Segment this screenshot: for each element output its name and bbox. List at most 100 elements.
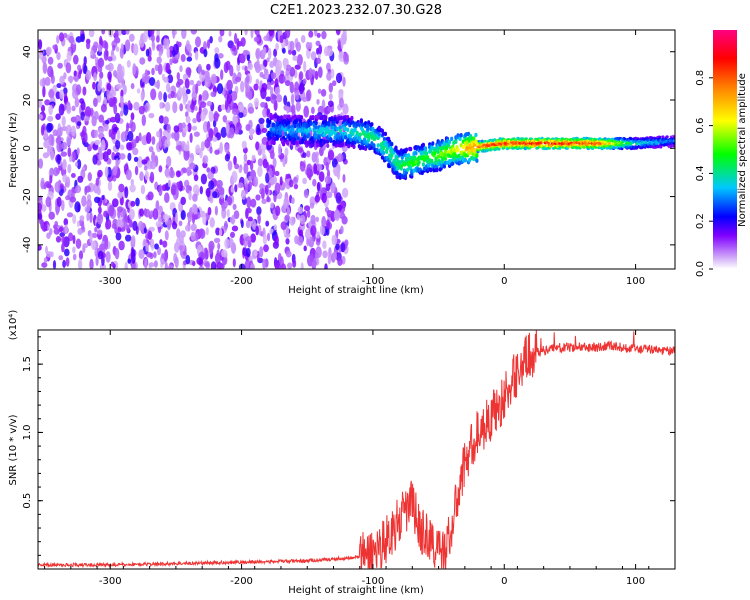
heatmap-cell (248, 181, 253, 191)
heatmap-cell (458, 136, 462, 141)
heatmap-cell (139, 57, 146, 65)
heatmap-cell (103, 123, 109, 132)
heatmap-cell (284, 214, 290, 222)
heatmap-cell (217, 242, 221, 250)
heatmap-cell (73, 54, 79, 65)
heatmap-cell (58, 103, 65, 116)
heatmap-cell (166, 130, 171, 141)
heatmap-cell (52, 84, 57, 93)
heatmap-cell (381, 150, 385, 156)
y-tick-label: 0.5 (22, 493, 33, 509)
heatmap-cell (113, 103, 118, 115)
heatmap-cell (268, 47, 272, 60)
heatmap-cell (332, 121, 336, 127)
heatmap-cell (64, 248, 70, 257)
snr-x-axis: -300 -200 -100 0 100 (44, 330, 676, 587)
heatmap-cell (120, 43, 124, 50)
heatmap-cell (81, 222, 85, 231)
heatmap-cell (138, 249, 145, 259)
heatmap-cell (362, 138, 367, 143)
heatmap-cell (77, 64, 82, 72)
heatmap-cell (156, 35, 160, 43)
heatmap-cell (366, 126, 370, 131)
heatmap-cell (222, 115, 227, 123)
heatmap-cell (38, 244, 42, 251)
heatmap-cell (140, 184, 146, 195)
heatmap-cell (306, 238, 310, 247)
heatmap-cell (187, 122, 192, 133)
heatmap-cell (206, 39, 211, 49)
heatmap-cell (52, 129, 58, 137)
heatmap-cell (295, 140, 299, 145)
heatmap-cell (256, 123, 261, 134)
heatmap-cell (321, 192, 327, 204)
heatmap-cell (75, 238, 82, 249)
heatmap-cell (331, 158, 338, 169)
heatmap-cell (133, 101, 140, 111)
chart-title: C2E1.2023.232.07.30.G28 (270, 3, 442, 18)
heatmap-cell (558, 147, 562, 150)
heatmap-cell (192, 118, 197, 124)
heatmap-cell (71, 151, 76, 163)
heatmap-cell (347, 144, 351, 149)
heatmap-cell (133, 156, 139, 162)
heatmap-cell (118, 183, 125, 193)
heatmap-cell (283, 196, 290, 209)
heatmap-cell (243, 109, 248, 115)
heatmap-cell (188, 190, 192, 201)
heatmap-cell (155, 221, 162, 228)
heatmap-cell (162, 116, 169, 125)
heatmap-cell (233, 210, 240, 220)
heatmap-cell (395, 155, 399, 161)
heatmap-cell (298, 71, 304, 81)
heatmap-cell (67, 163, 72, 174)
heatmap-cell (231, 90, 238, 101)
heatmap-cell (56, 196, 62, 208)
heatmap-cell (150, 238, 155, 251)
heatmap-cell (372, 143, 376, 148)
heatmap-cell (175, 212, 179, 224)
heatmap-cell (257, 158, 263, 167)
heatmap-cell (159, 239, 163, 246)
heatmap-cell (128, 33, 135, 43)
heatmap-cell (47, 115, 54, 122)
heatmap-cell (166, 219, 171, 231)
heatmap-cell (161, 253, 166, 259)
heatmap-cell (265, 96, 272, 102)
heatmap-cell (192, 261, 196, 267)
heatmap-cell (315, 246, 322, 258)
heatmap-cell (42, 77, 46, 87)
heatmap-cell (129, 184, 136, 193)
heatmap-cell (245, 236, 252, 242)
heatmap-cell (270, 202, 274, 209)
heatmap-cell (163, 92, 168, 103)
heatmap-cell (380, 155, 384, 160)
heatmap-cell (199, 186, 203, 195)
heatmap-cell (217, 53, 224, 59)
heatmap-cell (138, 38, 145, 48)
heatmap-cell (122, 83, 126, 90)
heatmap-cell (116, 129, 121, 141)
heatmap-cell (620, 147, 624, 151)
heatmap-cell (231, 225, 239, 232)
heatmap-cell (77, 175, 84, 183)
heatmap-cell (308, 127, 312, 132)
heatmap-cell (87, 172, 93, 182)
heatmap-cell (315, 114, 319, 120)
heatmap-cell (338, 51, 345, 62)
heatmap-cell (61, 235, 65, 244)
heatmap-cell (248, 90, 253, 101)
snr-x-label: Height of straight line (km) (288, 585, 424, 596)
heatmap-cell (127, 100, 132, 111)
x-tick-label: -200 (230, 276, 253, 287)
heatmap-cell (658, 135, 662, 139)
heatmap-cell (448, 139, 452, 145)
heatmap-cell (53, 228, 60, 235)
heatmap-cell (274, 86, 281, 97)
heatmap-cell (291, 104, 296, 115)
heatmap-cell (607, 141, 611, 145)
heatmap-cell (174, 256, 179, 269)
heatmap-cell (92, 81, 96, 90)
heatmap-cell (158, 115, 164, 124)
heatmap-cell (263, 59, 268, 67)
